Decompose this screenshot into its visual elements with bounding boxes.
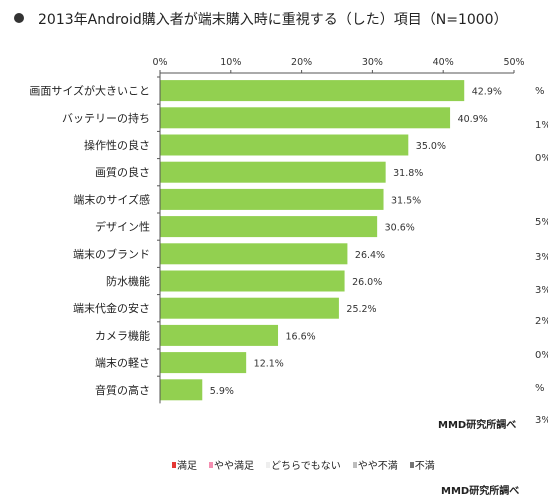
legend-item: 不満 [409, 457, 435, 472]
x-tick-label: 30% [362, 57, 383, 68]
legend-swatch [352, 462, 357, 468]
chart-bars [160, 80, 465, 401]
source-credit: MMD研究所調べ [438, 420, 517, 431]
category-label: 防水機能 [106, 274, 150, 288]
x-tick-label: 0% [152, 57, 167, 68]
legend-item: やや満足 [209, 457, 254, 472]
edge-fragment: 5% [535, 217, 548, 228]
legend-label: 不満 [414, 461, 435, 472]
category-label: デザイン性 [95, 220, 150, 234]
edge-fragment: 1% [535, 120, 548, 131]
bar [160, 243, 348, 265]
bar [160, 297, 339, 319]
legend-label: 満足 [177, 461, 197, 472]
data-label: 42.9% [472, 87, 502, 98]
edge-fragment: 2% [535, 316, 548, 327]
data-label: 26.4% [355, 250, 385, 261]
bar [160, 161, 386, 183]
category-label: 端末の軽さ [95, 356, 150, 370]
legend-swatch [209, 462, 213, 468]
bar [160, 352, 247, 374]
data-label: 25.2% [346, 304, 376, 315]
edge-fragment: 3% [535, 415, 548, 426]
category-label: 画質の良さ [95, 165, 150, 179]
legend-label: やや不満 [357, 461, 398, 472]
edge-fragment: 0% [535, 350, 548, 361]
data-label: 35.0% [416, 141, 446, 152]
category-label: カメラ機能 [95, 328, 150, 342]
x-tick-label: 40% [433, 57, 454, 68]
category-label: 端末のブランド [73, 247, 150, 261]
category-label: 操作性の良さ [84, 138, 150, 152]
bar [160, 80, 465, 102]
chart-axes: 0% 10% 20% 30% 40% 50% [152, 57, 525, 404]
category-label: 端末代金の安さ [73, 301, 150, 315]
edge-fragment: 3% [535, 285, 548, 296]
x-tick-label: 10% [220, 57, 241, 68]
legend-swatch [266, 462, 270, 468]
data-label: 30.6% [385, 223, 415, 234]
category-label: 端末のサイズ感 [73, 192, 150, 206]
bar [160, 324, 279, 346]
source-credit-bottom: MMD研究所調べ [441, 486, 520, 497]
data-label: 40.9% [458, 114, 488, 125]
bar [160, 107, 451, 129]
x-tick-label: 20% [291, 57, 312, 68]
legend-label: やや満足 [214, 461, 254, 472]
data-label: 31.8% [393, 168, 423, 179]
category-label: バッテリーの持ち [62, 111, 150, 125]
bar [160, 270, 345, 292]
data-label: 26.0% [352, 277, 382, 288]
edge-fragment: % [535, 383, 545, 394]
legend-item: 満足 [172, 457, 197, 472]
chart-labels: 画面サイズが大きいこと 42.9% バッテリーの持ち 40.9% 操作性の良さ 35.0%… [29, 84, 502, 397]
x-tick-label: 50% [503, 57, 524, 68]
legend-swatch [409, 462, 414, 468]
legend-swatch [172, 462, 176, 468]
data-label: 5.9% [210, 386, 234, 397]
legend-label: どちらでもない [271, 461, 341, 472]
legend: 満足 やや満足 どちらでもない やや不満 不満 [172, 457, 447, 472]
category-label: 音質の高さ [95, 383, 150, 397]
legend-item: やや不満 [352, 457, 398, 472]
category-label: 画面サイズが大きいこと [29, 84, 150, 98]
chart-title: 2013年Android購入者が端末購入時に重視する（した）項目（N=1000） [14, 9, 508, 29]
data-label: 31.5% [391, 195, 421, 206]
edge-fragment: % [535, 86, 545, 97]
bullet-icon [14, 13, 24, 23]
bar [160, 188, 384, 210]
legend-item: どちらでもない [266, 457, 341, 472]
bar [160, 134, 409, 156]
data-label: 12.1% [254, 359, 284, 370]
edge-fragment: 3% [535, 252, 548, 263]
data-label: 16.6% [286, 331, 316, 342]
bar [160, 379, 203, 401]
title-text: 2013年Android購入者が端末購入時に重視する（した）項目（N=1000） [38, 12, 508, 28]
bar [160, 216, 378, 238]
edge-fragment: 0% [535, 153, 548, 164]
